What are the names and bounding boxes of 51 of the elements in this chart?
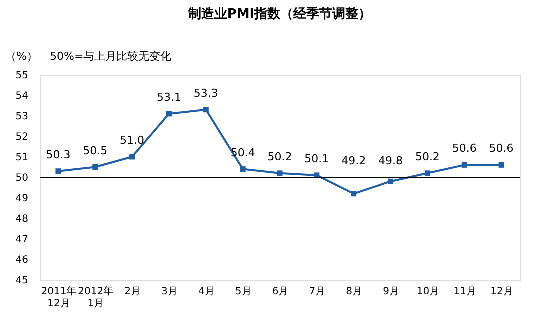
chart-title: 制造业PMI指数（经季节调整） [187,6,372,22]
y-tick-label: 45 [16,276,28,286]
text: 50.6 [452,142,477,156]
y-tick-label: 53 [16,112,28,122]
text: 53.1 [156,90,182,104]
text: 53.3 [194,86,218,100]
text: 51.0 [120,134,145,147]
point [462,162,468,168]
point [240,166,246,172]
text: 50%=与上月比较无变化 [50,50,172,63]
y-tick-label: 49 [16,194,28,204]
x-tick-label: 11月 [454,286,476,298]
point [351,191,357,197]
x-tick-label: 8月 [346,286,363,298]
x-tick-label: 7月 [309,286,326,298]
text: 49.2 [342,154,366,168]
text: 50.1 [304,152,330,166]
point [130,154,136,160]
point [166,111,172,117]
text: 50.3 [46,148,71,162]
y-tick-label: 46 [16,255,28,266]
x-tick-label: 3月 [162,286,178,298]
y-axis-title: （%） [6,50,38,63]
y-tick-label: 54 [16,91,28,102]
x-tick-label: 6月 [272,286,289,298]
text: 50.5 [83,144,108,158]
x-tick-label: 10月 [416,286,440,298]
point [203,107,209,113]
x-tick-label: 4月 [198,286,215,298]
x-tick-label: 2月 [124,286,141,298]
x-tick-label: 2012年 1月 [78,286,114,310]
point [277,170,283,176]
text: 49.8 [378,154,404,168]
point [92,164,98,170]
text: 50.2 [268,150,292,164]
point [498,162,504,168]
y-tick-label: 47 [16,234,28,246]
x-tick-label: 2011年 12月 [41,286,77,310]
text: 50.6 [489,142,514,156]
text: 50.2 [415,150,440,164]
y-tick-label: 51 [16,152,28,164]
x-tick-label: 9月 [383,286,400,298]
y-tick-label: 55 [16,70,28,82]
x-tick-label: 12月 [490,286,514,298]
y-tick-label: 52 [16,132,28,143]
point [424,170,430,176]
x-tick-label: 5月 [235,286,252,298]
y-tick-label: 48 [16,214,28,225]
point [56,168,62,174]
point [388,178,394,184]
y-tick-label: 50 [16,173,28,184]
